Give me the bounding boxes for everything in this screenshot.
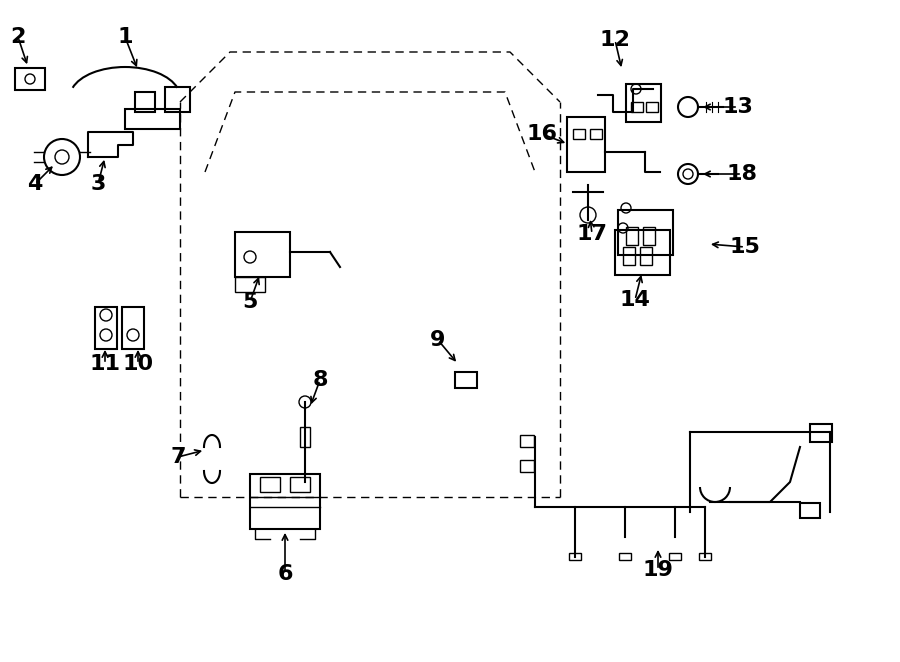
Bar — [800, 503, 820, 518]
Bar — [260, 477, 280, 492]
Bar — [619, 553, 631, 560]
Bar — [810, 424, 832, 442]
Text: 7: 7 — [170, 447, 185, 467]
Text: 11: 11 — [89, 354, 121, 374]
Text: 6: 6 — [277, 564, 292, 584]
Bar — [640, 247, 652, 265]
Bar — [135, 92, 155, 112]
Bar — [300, 427, 310, 447]
Bar — [646, 102, 658, 112]
Bar — [235, 277, 265, 292]
Bar — [626, 84, 661, 122]
Bar — [125, 109, 180, 129]
Bar — [615, 230, 670, 275]
Text: 3: 3 — [90, 174, 105, 194]
Text: 18: 18 — [726, 164, 758, 184]
Bar — [699, 553, 711, 560]
Bar — [567, 117, 605, 172]
Bar — [669, 553, 681, 560]
Bar — [643, 227, 655, 245]
Bar — [235, 232, 290, 277]
Bar — [631, 102, 643, 112]
Text: 13: 13 — [723, 97, 753, 117]
Bar — [520, 460, 534, 472]
Bar — [122, 307, 144, 349]
Text: 15: 15 — [730, 237, 760, 257]
Text: 19: 19 — [643, 560, 673, 580]
Text: 17: 17 — [577, 224, 608, 244]
Bar — [618, 210, 673, 255]
Text: 14: 14 — [619, 290, 651, 310]
Bar — [250, 474, 320, 529]
Bar — [95, 307, 117, 349]
Bar — [15, 68, 45, 90]
Bar — [626, 227, 638, 245]
Text: 1: 1 — [117, 27, 133, 47]
Text: 2: 2 — [10, 27, 26, 47]
Bar — [573, 129, 585, 139]
Text: 5: 5 — [242, 292, 257, 312]
Bar — [623, 247, 635, 265]
Bar — [165, 87, 190, 112]
Bar — [455, 372, 477, 388]
Text: 12: 12 — [599, 30, 630, 50]
Bar — [590, 129, 602, 139]
Text: 8: 8 — [312, 370, 328, 390]
Text: 10: 10 — [122, 354, 154, 374]
Bar — [290, 477, 310, 492]
Bar — [569, 553, 581, 560]
Text: 9: 9 — [430, 330, 446, 350]
Bar — [520, 435, 534, 447]
Text: 4: 4 — [27, 174, 42, 194]
Text: 16: 16 — [526, 124, 557, 144]
